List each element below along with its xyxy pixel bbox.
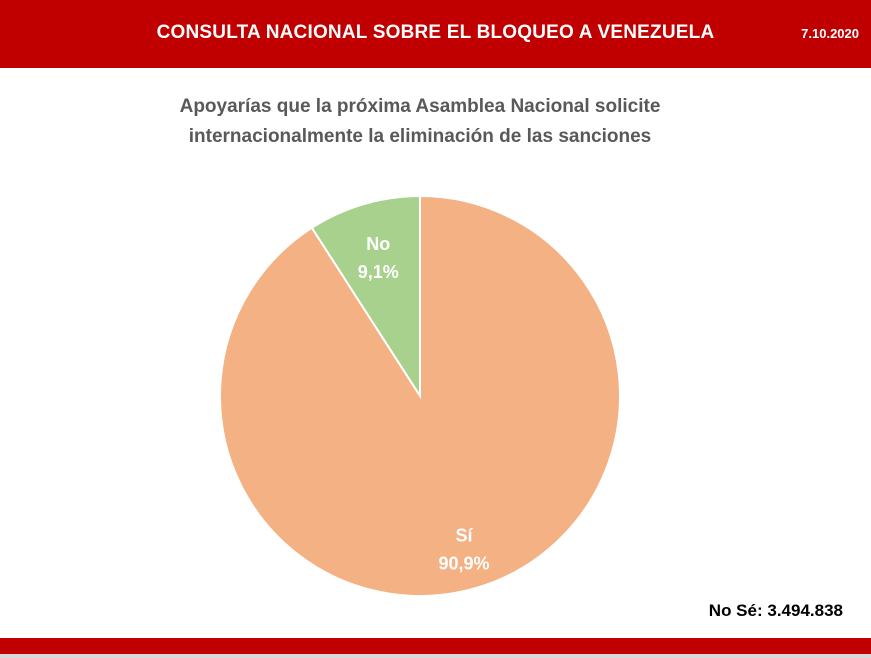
- header-title: CONSULTA NACIONAL SOBRE EL BLOQUEO A VEN…: [156, 22, 715, 43]
- pie-slice-s-: [219, 194, 621, 597]
- pie-label-value: 9,1%: [358, 262, 399, 282]
- footer-bar: [0, 638, 871, 654]
- pie-slice-no: [310, 194, 421, 400]
- header-bar: [0, 0, 871, 68]
- chart-title-line-1: Apoyarías que la próxima Asamblea Nacion…: [179, 96, 661, 117]
- pie-label-category: Sí: [455, 526, 473, 546]
- chart-title-line-2: internacionalmente la eliminación de las…: [188, 126, 652, 147]
- chart-title: Apoyarías que la próxima Asamblea Nacion…: [100, 92, 740, 152]
- header-date: 7.10.2020: [801, 26, 859, 41]
- footer-strip: [0, 654, 871, 658]
- no-se-count: No Sé: 3.494.838: [708, 601, 843, 620]
- pie-label-value: 90,9%: [438, 554, 489, 574]
- pie-label-category: No: [366, 234, 390, 254]
